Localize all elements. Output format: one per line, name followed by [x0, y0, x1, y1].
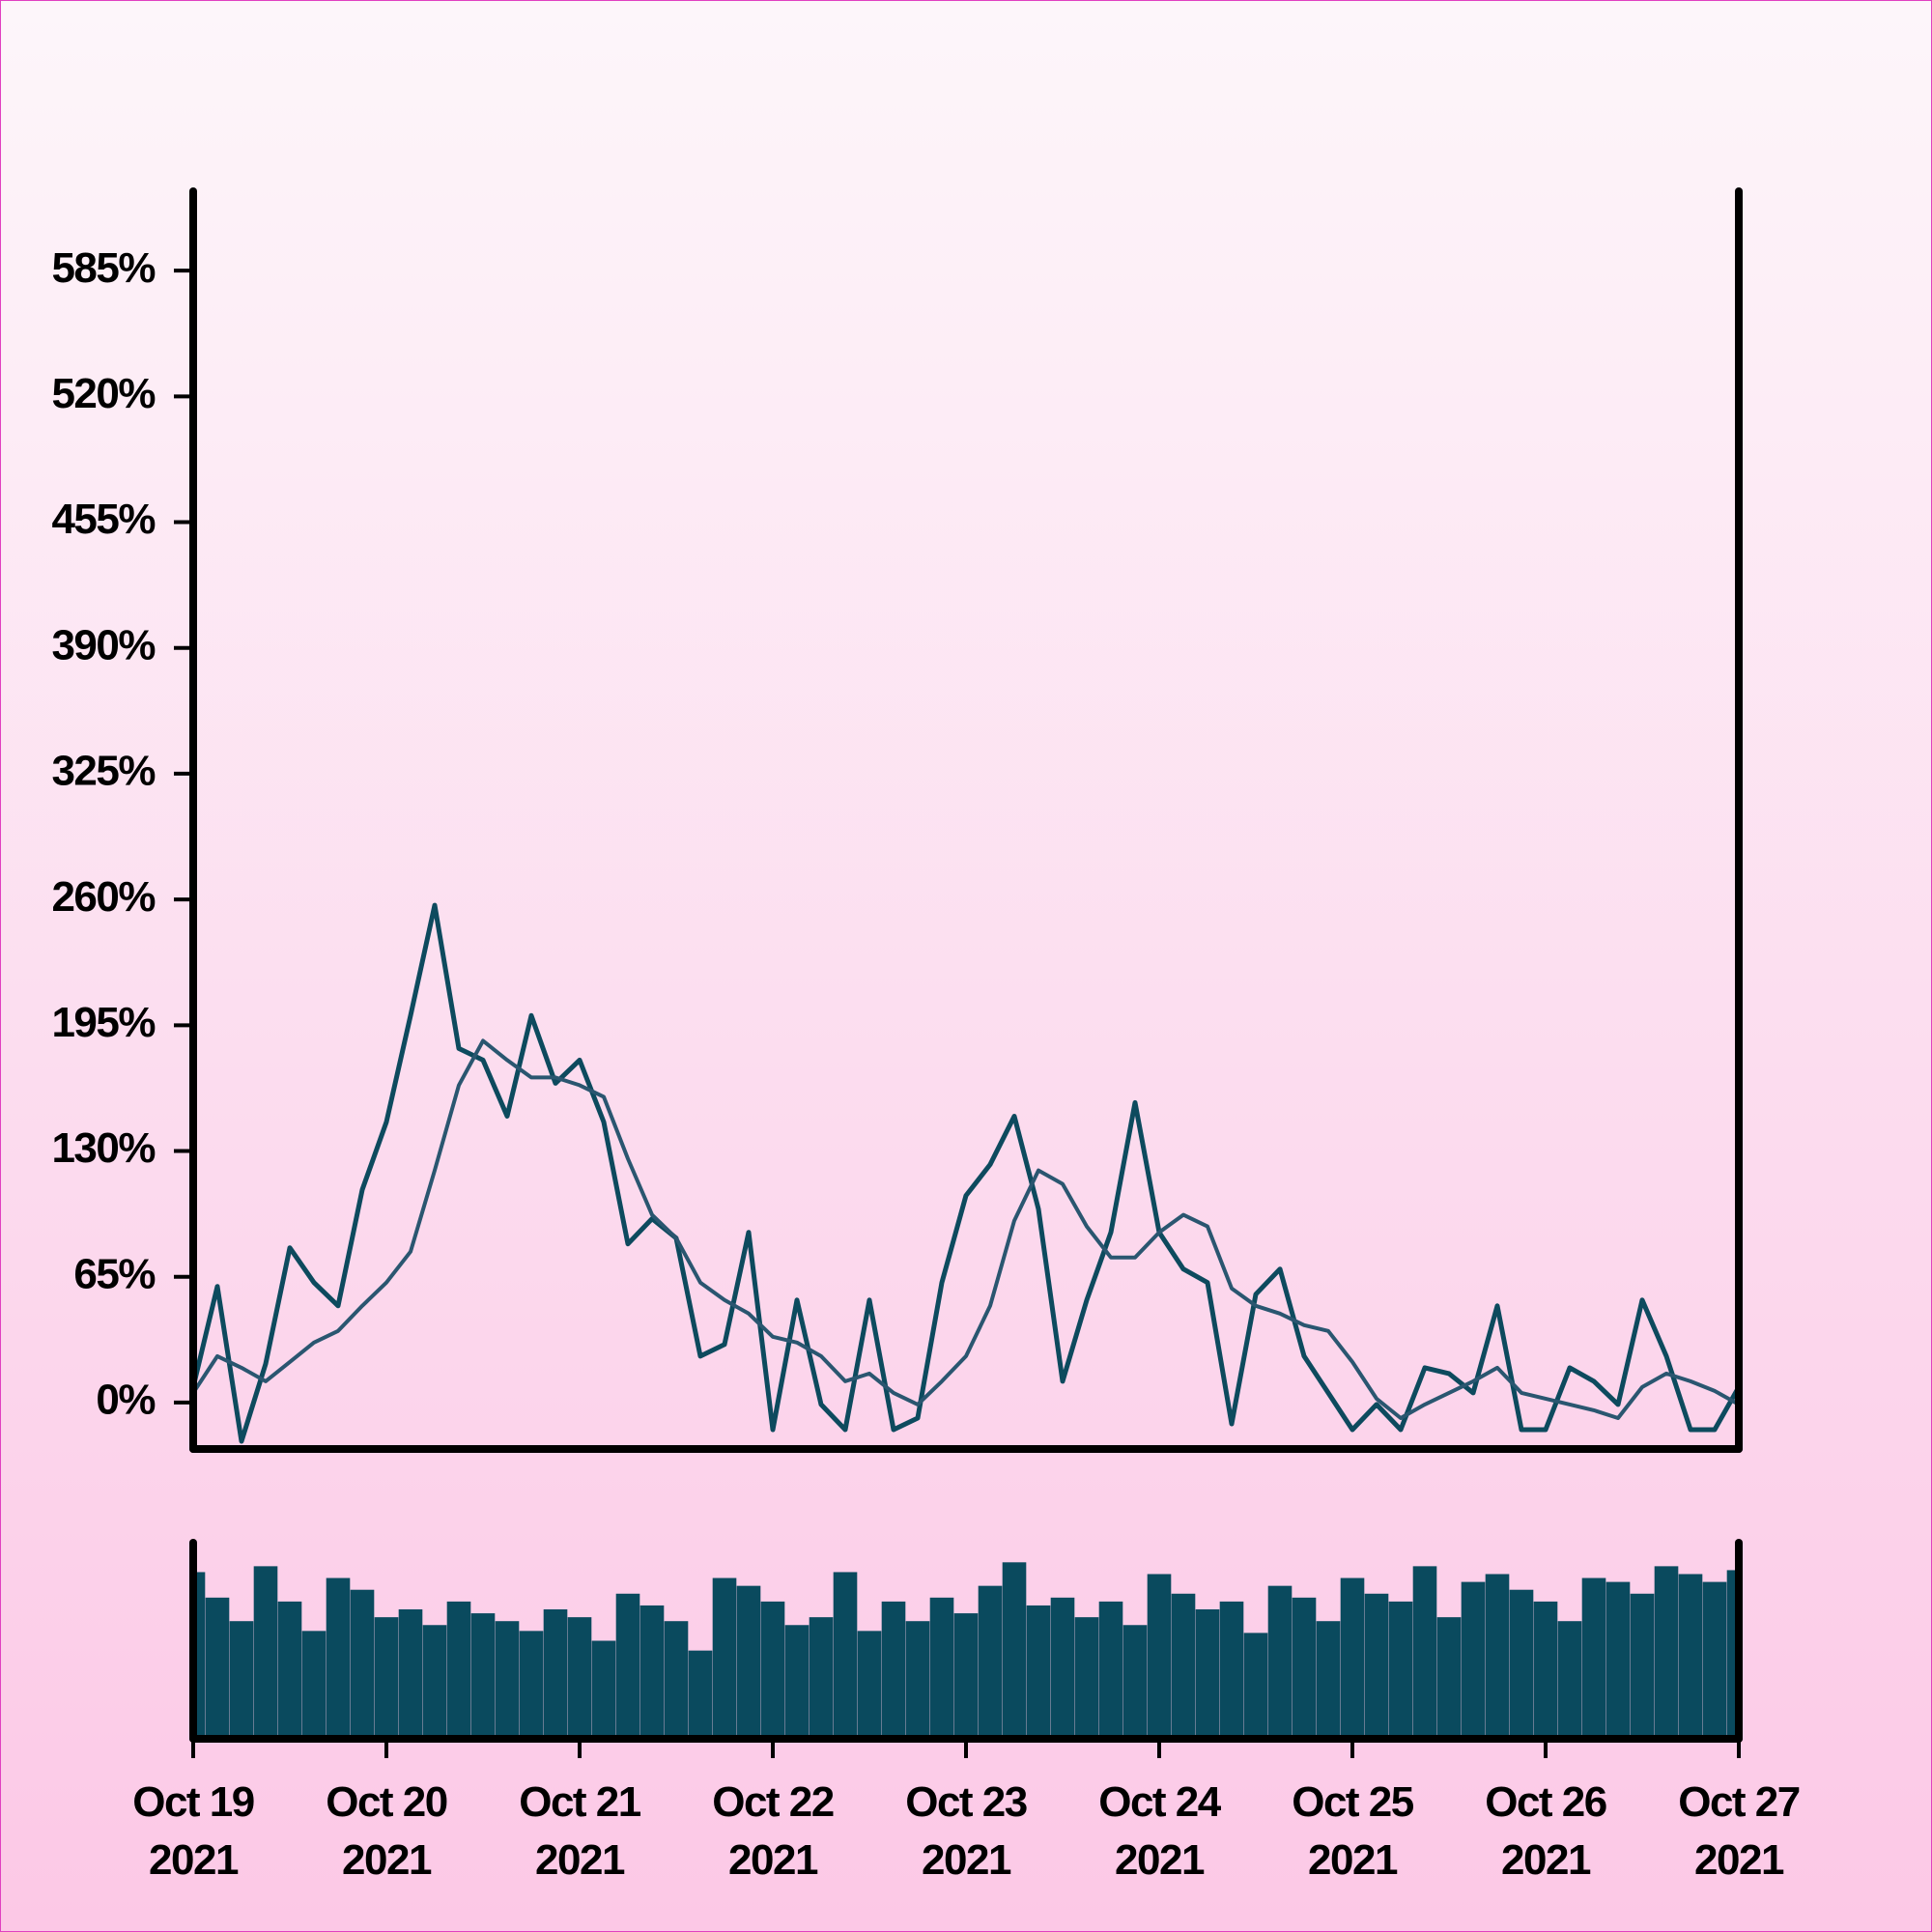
volume-bar [833, 1572, 858, 1739]
volume-bar [760, 1601, 785, 1739]
volume-bar [301, 1631, 327, 1739]
volume-bar [350, 1589, 375, 1739]
x-tick-label: Oct 22 2021 [712, 1778, 834, 1884]
volume-bar [205, 1597, 230, 1739]
volume-bar [1702, 1581, 1727, 1739]
volume-bar [1171, 1593, 1196, 1739]
volume-bar [374, 1617, 399, 1739]
volume-bar [277, 1601, 302, 1739]
volume-bar [1581, 1577, 1606, 1739]
line-series [191, 1038, 1740, 1420]
volume-bar [229, 1621, 254, 1739]
volume-bar [470, 1613, 496, 1739]
x-tick-label: Oct 20 2021 [326, 1778, 447, 1884]
volume-bar [712, 1577, 737, 1739]
volume-bar [1461, 1581, 1486, 1739]
line-series [190, 902, 1742, 1444]
volume-bar [1074, 1617, 1099, 1739]
volume-bar [326, 1577, 351, 1739]
y-tick-label: 585% [51, 244, 155, 292]
y-tick-label: 0% [96, 1377, 155, 1424]
volume-bar [881, 1601, 906, 1739]
volume-bar [1557, 1621, 1582, 1739]
volume-bar [1412, 1566, 1437, 1739]
volume-bar [1219, 1601, 1244, 1739]
volume-bar [1678, 1574, 1703, 1739]
volume-bar [809, 1617, 834, 1739]
volume-bar [953, 1613, 979, 1739]
y-tick-label: 520% [51, 370, 155, 417]
x-tick-label: Oct 23 2021 [905, 1778, 1027, 1884]
volume-bar [591, 1640, 616, 1739]
volume-bar [519, 1631, 544, 1739]
x-tick-label: Oct 26 2021 [1485, 1778, 1606, 1884]
volume-bar [422, 1625, 447, 1739]
volume-bar [1605, 1581, 1631, 1739]
y-tick-label: 130% [51, 1124, 155, 1172]
volume-bar [905, 1621, 930, 1739]
volume-bar [446, 1601, 471, 1739]
volume-bar [567, 1617, 592, 1739]
x-tick-label: Oct 27 2021 [1678, 1778, 1800, 1884]
volume-bar [1364, 1593, 1389, 1739]
volume-bar [1533, 1601, 1558, 1739]
y-tick-label: 260% [51, 873, 155, 921]
volume-bar [1267, 1585, 1293, 1739]
volume-bar [615, 1593, 640, 1739]
volume-bar [784, 1625, 810, 1739]
volume-bar [1122, 1625, 1148, 1739]
volume-bar [664, 1621, 689, 1739]
volume-bar [1388, 1601, 1413, 1739]
volume-bar [495, 1621, 520, 1739]
y-tick-label: 195% [51, 999, 155, 1046]
volume-bar [1436, 1617, 1462, 1739]
y-tick-label: 390% [51, 621, 155, 668]
volume-bar [1026, 1605, 1051, 1739]
volume-bar [1509, 1589, 1534, 1739]
x-tick-label: Oct 19 2021 [132, 1778, 254, 1884]
plot-layer: 0% 65% 130% 195% 260% 325% 390% 455% 520% 585% Oct… [51, 187, 1801, 1884]
volume-bar [978, 1585, 1003, 1739]
volume-bar [1147, 1574, 1172, 1739]
y-tick-label: 65% [73, 1250, 155, 1297]
volume-bar [1340, 1577, 1365, 1739]
volume-bar [1292, 1597, 1317, 1739]
volume-bar [736, 1585, 761, 1739]
volume-bar [1098, 1601, 1123, 1739]
x-tick-label: Oct 21 2021 [519, 1778, 641, 1884]
volume-bar [1630, 1593, 1655, 1739]
x-tick-label: Oct 24 2021 [1098, 1778, 1222, 1884]
volume-bar [857, 1631, 882, 1739]
volume-bar [1002, 1562, 1027, 1739]
volume-bar [1195, 1609, 1220, 1739]
volume-bar [1316, 1621, 1341, 1739]
volume-bar [688, 1650, 713, 1739]
volume-bar [253, 1566, 278, 1739]
volume-bar [1485, 1574, 1510, 1739]
volume-bar [398, 1609, 423, 1739]
volume-bar [1654, 1566, 1679, 1739]
volume-bar [929, 1597, 954, 1739]
y-tick-label: 455% [51, 496, 155, 543]
volume-bar [1050, 1597, 1075, 1739]
x-tick-label: Oct 25 2021 [1292, 1778, 1414, 1884]
volume-bar [543, 1609, 568, 1739]
volume-bar [1243, 1633, 1268, 1739]
y-tick-label: 325% [51, 748, 155, 795]
volume-bar [639, 1605, 665, 1739]
